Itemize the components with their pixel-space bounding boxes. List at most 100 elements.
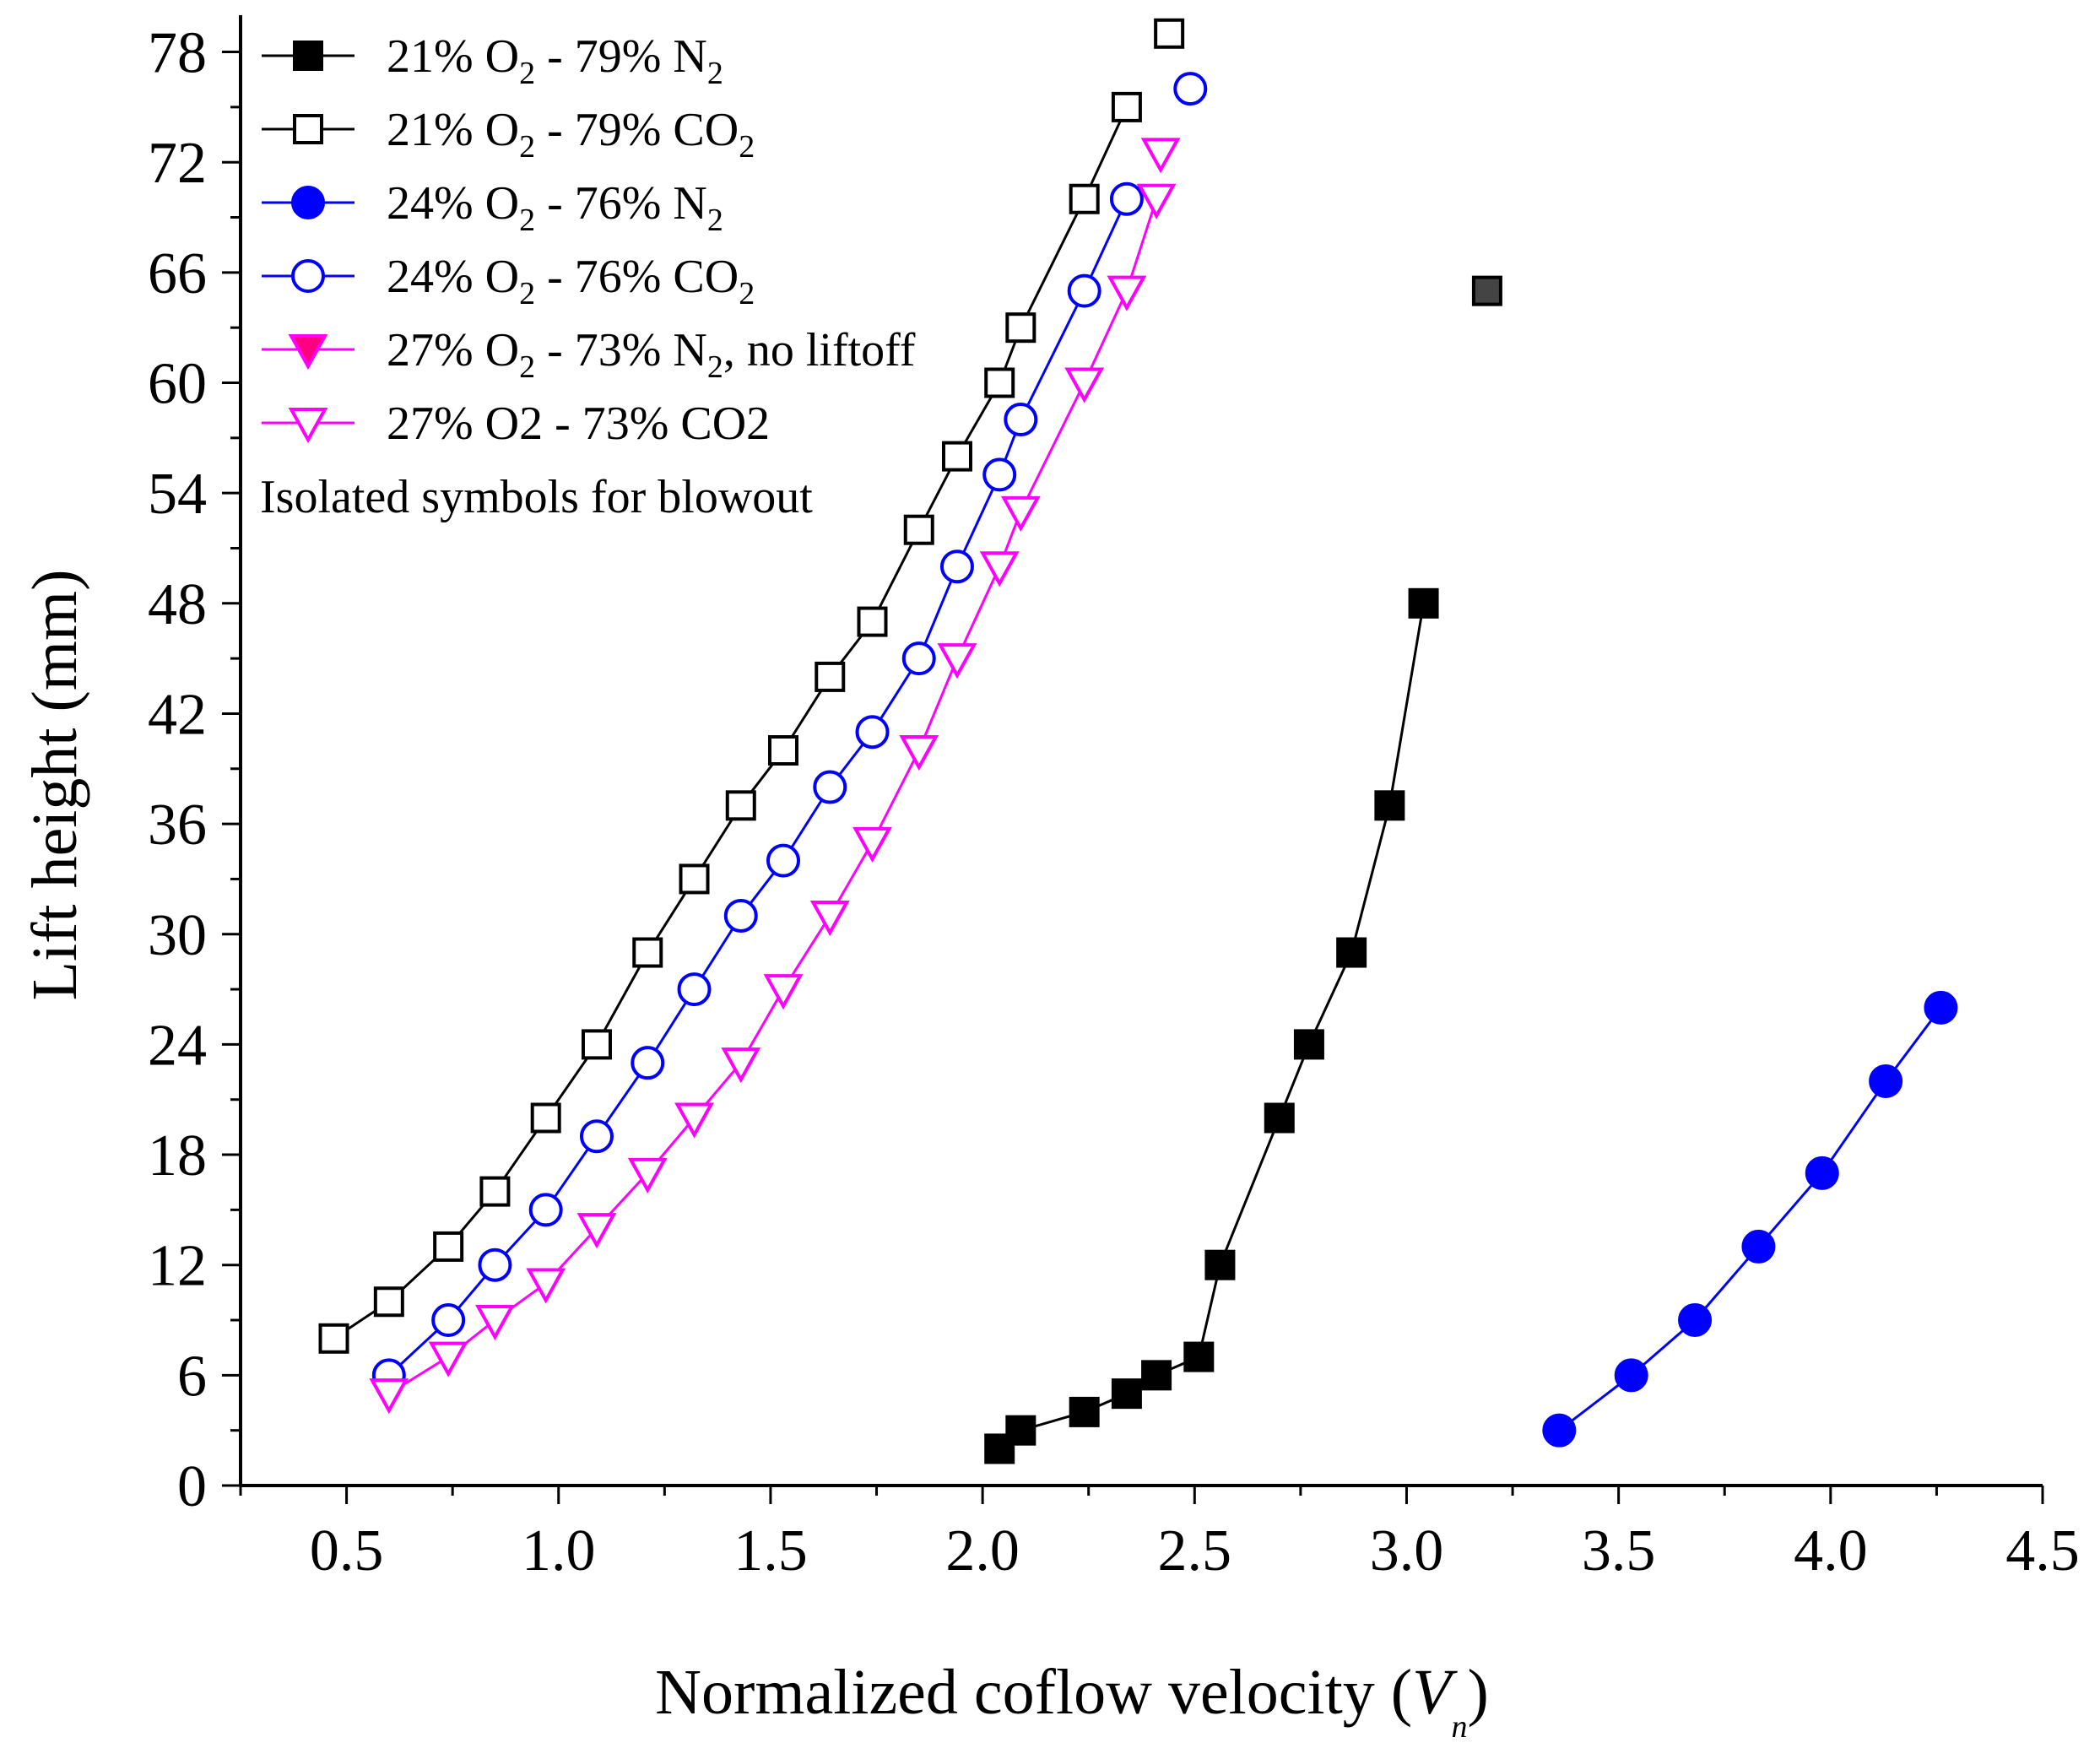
- legend-text-part: , no liftoff: [723, 324, 916, 376]
- legend-item: 27% O2 - 73% CO2: [262, 398, 770, 450]
- legend-marker: [291, 186, 325, 219]
- data-point: [581, 1029, 612, 1060]
- data-point: [763, 974, 804, 1010]
- blowout-point: [1173, 72, 1208, 106]
- y-tick-label: 42: [148, 682, 207, 747]
- data-point: [1869, 1064, 1903, 1098]
- data-point: [725, 790, 756, 821]
- legend-marker: [293, 41, 323, 71]
- data-point: [984, 367, 1015, 398]
- legend-label: 27% O2 - 73% CO2: [387, 398, 770, 450]
- data-point: [1374, 790, 1405, 821]
- x-axis-title: Normalized coflow velocity (Vn): [655, 1657, 1489, 1745]
- data-point: [631, 1046, 665, 1080]
- data-point: [1336, 937, 1367, 968]
- x-title-close: ): [1468, 1657, 1489, 1728]
- legend-item: 24% O2 - 76% CO2: [262, 251, 755, 311]
- data-point: [1805, 1156, 1839, 1190]
- legend-text-part: 27% O: [387, 324, 519, 376]
- series-layer: [318, 18, 1958, 1464]
- data-point: [984, 1433, 1015, 1464]
- x-tick-label: 4.0: [1794, 1518, 1868, 1583]
- data-point: [479, 1176, 511, 1207]
- legend-text-part: 24% O: [387, 177, 519, 230]
- data-point: [815, 661, 846, 692]
- data-point: [1069, 183, 1100, 214]
- x-tick-label: 3.0: [1370, 1518, 1444, 1583]
- legend-note: Isolated symbols for blowout: [260, 471, 813, 523]
- legend-marker: [293, 114, 323, 144]
- y-tick-label: 18: [148, 1123, 207, 1188]
- data-point: [431, 1303, 466, 1338]
- data-point: [478, 1248, 512, 1282]
- data-point: [627, 1157, 668, 1193]
- data-point: [1111, 1378, 1142, 1410]
- data-point: [857, 606, 888, 637]
- y-tick-label: 12: [148, 1234, 207, 1299]
- x-tick-label: 2.5: [1158, 1518, 1232, 1583]
- data-point: [939, 549, 974, 584]
- data-point: [1069, 1396, 1100, 1427]
- legend-subscript: 2: [519, 276, 535, 311]
- data-point: [1924, 990, 1958, 1025]
- data-point: [1136, 183, 1177, 219]
- y-axis-title: Lift height (mm): [19, 570, 90, 1001]
- series-6: [369, 138, 1181, 1415]
- data-point: [1111, 91, 1142, 122]
- x-title-sub: n: [1452, 1709, 1468, 1745]
- y-tick-label: 54: [148, 462, 207, 527]
- x-axis: 0.5 1.0 1.5 2.0 2.5 3.0 3.5 4.0 4.5: [239, 1486, 2080, 1583]
- data-point: [1109, 181, 1144, 216]
- data-point: [852, 826, 892, 863]
- data-point: [979, 551, 1020, 587]
- series-1: [984, 275, 1502, 1464]
- legend-text-part: - 76% N: [535, 177, 707, 230]
- data-point: [576, 1213, 617, 1249]
- legend-subscript: 2: [519, 203, 535, 238]
- legend-text-part: 21% O: [387, 30, 519, 83]
- data-point: [428, 1341, 468, 1377]
- x-tick-label: 3.5: [1582, 1518, 1656, 1583]
- data-point: [530, 1102, 561, 1134]
- legend-item: 21% O2 - 79% N2: [262, 30, 723, 91]
- data-point: [1264, 1102, 1295, 1134]
- data-point: [723, 898, 758, 933]
- legend-text-part: 21% O: [387, 104, 519, 156]
- legend-label: 21% O2 - 79% CO2: [387, 104, 755, 165]
- data-point: [809, 900, 850, 937]
- blowout-point: [1471, 275, 1502, 306]
- data-point: [1741, 1229, 1776, 1264]
- y-tick-label: 48: [148, 572, 207, 637]
- data-point: [1183, 1341, 1215, 1372]
- x-tick-label: 1.5: [733, 1518, 808, 1583]
- legend-text-part: - 79% N: [535, 30, 707, 83]
- data-point: [579, 1119, 614, 1154]
- series-4: [371, 72, 1208, 1393]
- data-point: [632, 937, 663, 968]
- data-point: [1614, 1358, 1648, 1393]
- data-point: [1204, 1249, 1236, 1280]
- legend-label: 24% O2 - 76% N2: [387, 177, 723, 238]
- y-axis: 0 6 12 18 24 30 36 42 48 54 60 66 72 78: [148, 21, 241, 1519]
- legend-text-part: 27% O2 - 73% CO2: [387, 398, 770, 450]
- legend-subscript: 2: [707, 203, 723, 238]
- legend-marker: [288, 408, 328, 444]
- y-tick-label: 36: [148, 793, 207, 858]
- legend-item: 21% O2 - 79% CO2: [262, 104, 755, 165]
- data-point: [1107, 275, 1147, 311]
- data-point: [1542, 1413, 1577, 1448]
- legend-text-part: 24% O: [387, 251, 519, 303]
- x-tick-label: 2.0: [945, 1518, 1020, 1583]
- data-point: [1005, 1415, 1036, 1446]
- data-point: [1678, 1303, 1713, 1338]
- y-tick-label: 72: [148, 131, 207, 196]
- data-point: [721, 1047, 761, 1084]
- legend-item: 27% O2 - 73% N2, no liftoff: [262, 324, 916, 385]
- data-point: [528, 1193, 563, 1227]
- legend-subscript: 2: [519, 349, 535, 385]
- data-point: [1067, 273, 1101, 308]
- data-point: [766, 843, 801, 878]
- data-point: [674, 1102, 714, 1139]
